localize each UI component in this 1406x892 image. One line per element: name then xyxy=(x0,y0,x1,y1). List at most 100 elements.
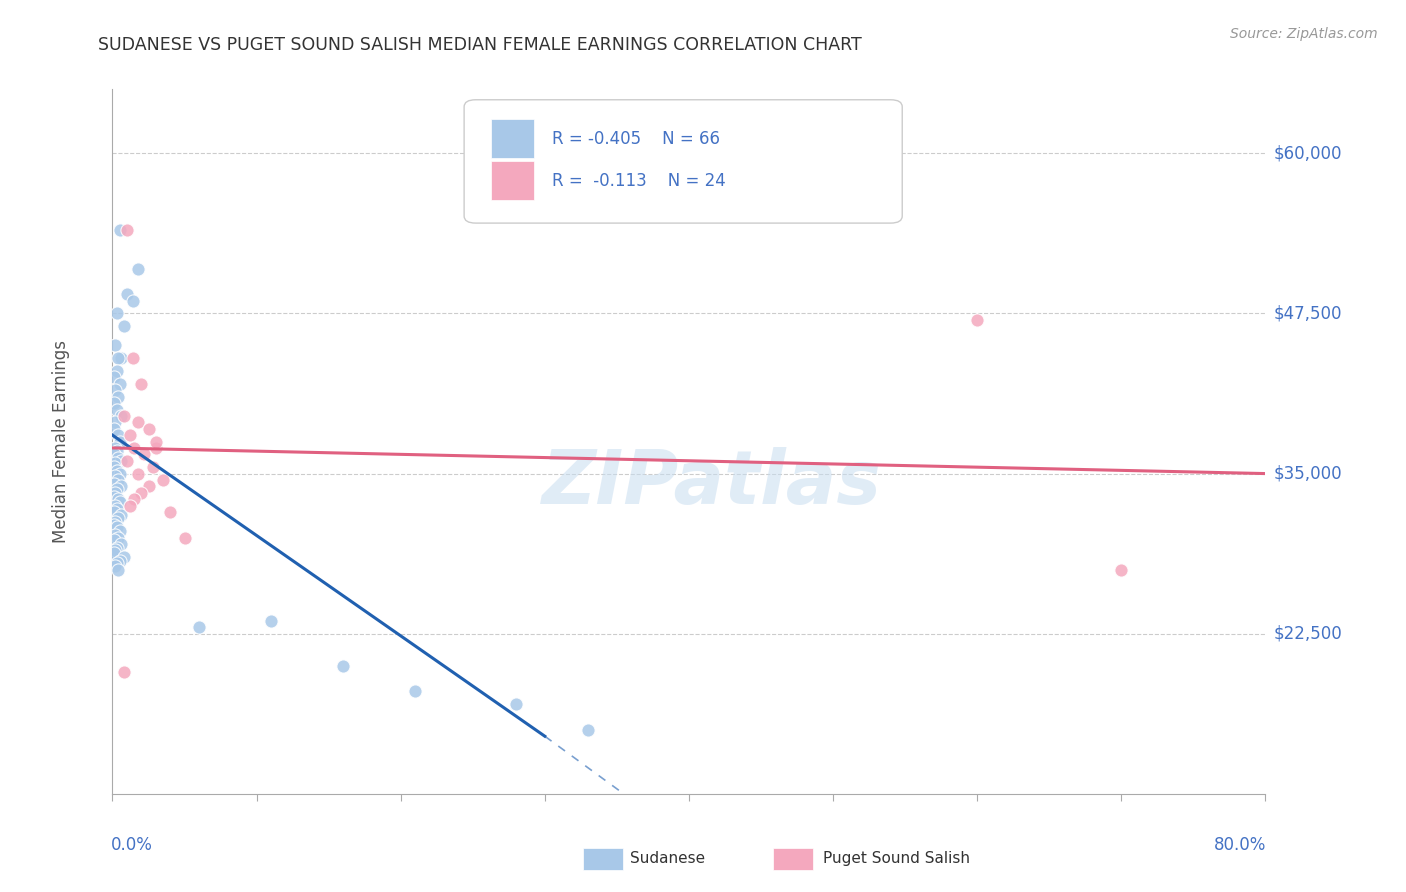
Point xyxy=(110,454,132,468)
Point xyxy=(188,620,211,634)
Point xyxy=(107,563,129,577)
FancyBboxPatch shape xyxy=(464,100,903,223)
Text: 80.0%: 80.0% xyxy=(1215,836,1267,855)
Point xyxy=(127,467,149,481)
Point xyxy=(105,541,128,555)
Point xyxy=(104,456,127,470)
Point xyxy=(1111,563,1133,577)
Point xyxy=(110,508,132,522)
Point xyxy=(108,434,131,449)
Point xyxy=(108,223,131,237)
Text: Median Female Earnings: Median Female Earnings xyxy=(52,340,70,543)
Point xyxy=(260,614,283,628)
Point xyxy=(103,476,125,491)
Text: Puget Sound Salish: Puget Sound Salish xyxy=(823,851,970,865)
Point xyxy=(103,460,125,475)
Point xyxy=(122,492,145,507)
Point xyxy=(103,370,125,384)
Text: $35,000: $35,000 xyxy=(1274,465,1343,483)
Point xyxy=(138,479,160,493)
Point xyxy=(107,492,129,507)
Point xyxy=(105,502,128,516)
Point xyxy=(145,441,167,455)
Point xyxy=(105,306,128,320)
Point xyxy=(112,319,135,334)
Point xyxy=(152,473,174,487)
Point xyxy=(105,464,128,478)
Point xyxy=(104,485,127,500)
Point xyxy=(134,447,156,461)
Point xyxy=(107,473,129,487)
Point xyxy=(129,376,153,391)
Text: $47,500: $47,500 xyxy=(1274,304,1343,322)
Point xyxy=(104,338,127,352)
Text: $22,500: $22,500 xyxy=(1274,624,1343,643)
Point xyxy=(115,223,138,237)
Point xyxy=(112,409,135,423)
Point xyxy=(107,351,129,366)
Text: ZIPatlas: ZIPatlas xyxy=(541,447,882,520)
Point xyxy=(103,533,125,548)
Point xyxy=(115,454,138,468)
Point xyxy=(105,482,128,496)
Point xyxy=(104,515,127,529)
Point xyxy=(332,658,354,673)
Point xyxy=(103,546,125,560)
Point xyxy=(115,287,138,301)
Text: $60,000: $60,000 xyxy=(1274,145,1343,162)
Point xyxy=(105,556,128,570)
Text: 0.0%: 0.0% xyxy=(111,836,153,855)
Text: Sudanese: Sudanese xyxy=(630,851,704,865)
Point xyxy=(129,485,153,500)
Point xyxy=(127,415,149,429)
Point xyxy=(107,511,129,525)
Point xyxy=(138,422,160,436)
Point xyxy=(108,376,131,391)
Point xyxy=(159,505,181,519)
Point xyxy=(103,505,125,519)
Point xyxy=(107,531,129,545)
Point xyxy=(121,293,143,308)
Text: Source: ZipAtlas.com: Source: ZipAtlas.com xyxy=(1230,27,1378,41)
Point xyxy=(108,467,131,481)
Point xyxy=(118,428,141,442)
Point xyxy=(105,520,128,534)
Point xyxy=(105,364,128,378)
Point xyxy=(112,665,135,680)
Point xyxy=(107,428,129,442)
Point xyxy=(112,549,135,564)
Point xyxy=(104,415,127,429)
Point xyxy=(103,447,125,461)
Point xyxy=(576,723,599,737)
Point xyxy=(122,441,145,455)
Point xyxy=(142,460,165,475)
Point xyxy=(103,517,125,532)
Point xyxy=(103,422,125,436)
Point xyxy=(110,409,132,423)
Point xyxy=(104,469,127,483)
Point xyxy=(505,697,527,711)
Point xyxy=(103,490,125,504)
Point xyxy=(107,390,129,404)
Point xyxy=(118,499,141,513)
Point xyxy=(105,443,128,458)
Point xyxy=(121,351,143,366)
Bar xyxy=(491,120,534,158)
Point xyxy=(108,495,131,509)
Point xyxy=(127,261,149,276)
Point xyxy=(108,554,131,568)
Point xyxy=(107,451,129,466)
Point xyxy=(110,351,132,366)
Point xyxy=(110,479,132,493)
Point xyxy=(104,528,127,542)
Point xyxy=(104,441,127,455)
Point xyxy=(104,499,127,513)
Point xyxy=(104,543,127,558)
Point xyxy=(966,313,988,327)
Text: R = -0.405    N = 66: R = -0.405 N = 66 xyxy=(551,129,720,147)
Point xyxy=(104,558,127,573)
Text: R =  -0.113    N = 24: R = -0.113 N = 24 xyxy=(551,172,725,190)
Point xyxy=(103,396,125,410)
Point xyxy=(404,684,426,698)
Point xyxy=(145,434,167,449)
